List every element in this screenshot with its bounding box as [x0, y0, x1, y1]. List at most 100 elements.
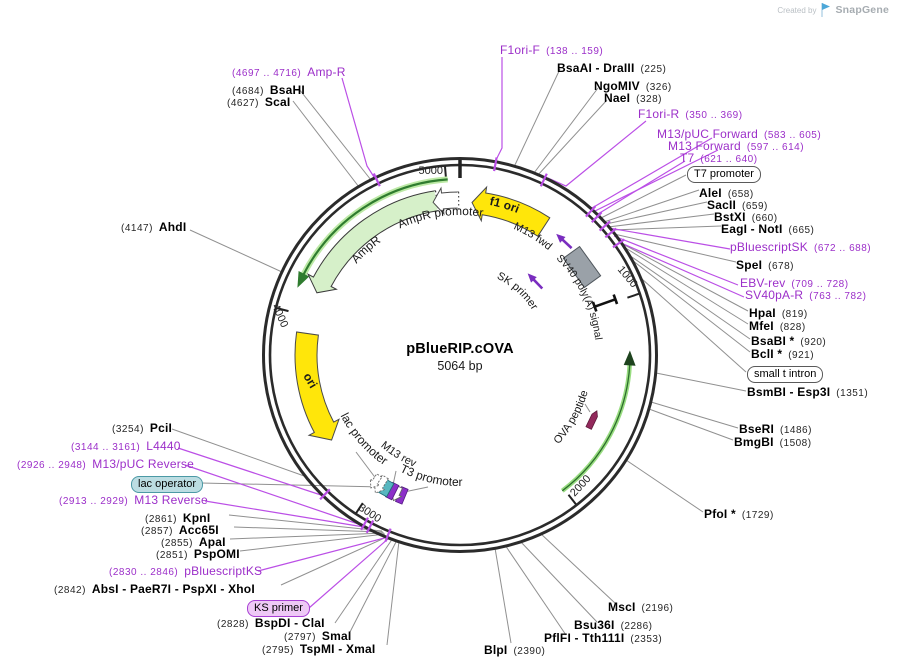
- plasmid-ring-outer: [262, 157, 658, 553]
- leader-msci: [539, 532, 617, 605]
- primer-site-ticks: [319, 157, 626, 543]
- plasmid-size: 5064 bp: [437, 359, 483, 373]
- lac-promoter-arrow-2[interactable]: [366, 472, 384, 491]
- site-l4440[interactable]: (3144 .. 3161) L4440: [71, 439, 181, 454]
- site-smai[interactable]: (2797) SmaI: [284, 629, 352, 644]
- site-absi-paer7i-pspxi-xhoi[interactable]: (2842) AbsI - PaeR7I - PspXI - XhoI: [54, 582, 255, 597]
- site-naei[interactable]: NaeI (328): [604, 91, 663, 106]
- snapgene-logo-flag: [822, 3, 831, 10]
- site-bsaai-draiii[interactable]: BsaAI - DraIII (225): [557, 61, 667, 76]
- site-hpai[interactable]: HpaI (819): [749, 306, 808, 321]
- leader-pbluescript-ks: [257, 536, 389, 572]
- site-bmgbi[interactable]: BmgBI (1508): [734, 435, 812, 450]
- site-bsabi[interactable]: BsaBI * (920): [751, 334, 827, 349]
- leader-bsu36i: [519, 540, 598, 623]
- site-eagi-noti[interactable]: EagI - NotI (665): [721, 222, 815, 237]
- ks-primer-boxed-label[interactable]: KS primer: [247, 600, 310, 617]
- scale-ticks: [276, 160, 640, 514]
- site-pflfi-tth111i[interactable]: PflFI - Tth111I (2353): [544, 631, 663, 646]
- site-mfei[interactable]: MfeI (828): [749, 319, 806, 334]
- f1-ori-feature-arrow[interactable]: [471, 185, 551, 237]
- site-bcli[interactable]: BclI * (921): [751, 347, 815, 362]
- created-by-text: Created by: [777, 5, 817, 15]
- site-pspomi[interactable]: (2851) PspOMI: [156, 547, 240, 562]
- site-acc65i[interactable]: (2857) Acc65I: [141, 523, 219, 538]
- primer-tick-f1ori-r: [539, 173, 548, 187]
- site-bseri[interactable]: BseRI (1486): [739, 422, 812, 437]
- site-bsmbi-esp3i[interactable]: BsmBI - Esp3I (1351): [747, 385, 869, 400]
- site-amp-r[interactable]: (4697 .. 4716) Amp-R: [232, 65, 346, 80]
- site-ngomiv[interactable]: NgoMIV (326): [594, 79, 672, 94]
- site-apai[interactable]: (2855) ApaI: [161, 535, 226, 550]
- ori-label[interactable]: ori: [300, 370, 320, 390]
- t7-promoter-boxed-label[interactable]: T7 promoter: [687, 166, 761, 183]
- ampr-gene-arc[interactable]: [302, 178, 448, 276]
- site-scai[interactable]: (4627) ScaI: [227, 95, 291, 110]
- site-pcii[interactable]: (3254) PciI: [112, 421, 173, 436]
- insert-gene-arc-core: [561, 363, 631, 492]
- ova-peptide-marker[interactable]: [585, 410, 600, 430]
- leader-naei: [536, 99, 608, 177]
- site-tspmi-xmai[interactable]: (2795) TspMI - XmaI: [262, 642, 376, 657]
- polya-site-icon[interactable]: [591, 294, 619, 312]
- sk-primer-arrow[interactable]: [525, 271, 545, 292]
- site-sv40pa-r[interactable]: SV40pA-R (763 .. 782): [745, 288, 867, 303]
- leader-smai: [349, 539, 398, 633]
- site-m13puc-forward[interactable]: M13/pUC Forward (583 .. 605): [657, 127, 822, 142]
- site-alei[interactable]: AleI (658): [699, 186, 754, 201]
- site-bspdi-clai[interactable]: (2828) BspDI - ClaI: [217, 616, 325, 631]
- leader-kpni: [228, 514, 383, 532]
- leader-pfoi: [625, 459, 704, 513]
- leader-bsabi: [628, 254, 751, 340]
- site-t7[interactable]: T7 (621 .. 640): [680, 151, 758, 166]
- site-m13-reverse[interactable]: (2913 .. 2929) M13 Reverse: [59, 493, 208, 508]
- small-t-intron-boxed-label[interactable]: small t intron: [747, 366, 824, 383]
- leader-absi: [280, 535, 390, 586]
- leader-m13-forward: [594, 149, 719, 212]
- plasmid-name: pBlueRIP.cOVA: [406, 341, 514, 357]
- snapgene-watermark: Created by SnapGene: [777, 3, 889, 17]
- lac-operator-boxed-label[interactable]: lac operator: [131, 476, 204, 493]
- site-bsu36i[interactable]: Bsu36I (2286): [574, 618, 653, 633]
- polya-site-cap-right: [612, 294, 619, 305]
- leader-t7-promoter: [600, 174, 687, 219]
- site-msci[interactable]: MscI (2196): [608, 600, 674, 615]
- leader-amp-r: [341, 77, 375, 178]
- ampr-promoter-arrow[interactable]: [432, 186, 460, 216]
- leader-f1ori-f: [495, 57, 503, 161]
- leader-pbluescript-sk: [608, 227, 731, 250]
- t3-promoter-label[interactable]: T3 promoter: [398, 461, 463, 489]
- ampr-feature-arrow[interactable]: [307, 190, 439, 294]
- site-kpni[interactable]: (2861) KpnI: [145, 511, 211, 526]
- site-sacii[interactable]: SacII (659): [707, 198, 768, 213]
- ova-peptide-label[interactable]: OVA peptide: [552, 389, 591, 447]
- site-blpi[interactable]: BlpI (2390): [484, 643, 546, 658]
- tick-3000: [355, 502, 364, 514]
- lac-promoter-label[interactable]: lac promoter: [338, 410, 391, 467]
- site-ahdi[interactable]: (4147) AhdI: [121, 220, 187, 235]
- site-pfoi[interactable]: PfoI * (1729): [704, 507, 774, 522]
- primer-tick-m13puc-reverse: [360, 517, 369, 531]
- site-ebv-rev[interactable]: EBV-rev (709 .. 728): [740, 276, 849, 291]
- site-f1ori-f[interactable]: F1ori-F (138 .. 159): [500, 43, 604, 58]
- leader-pspomi: [239, 533, 386, 552]
- site-f1ori-r[interactable]: F1ori-R (350 .. 369): [638, 107, 743, 122]
- site-m13-forward[interactable]: M13 Forward (597 .. 614): [668, 139, 805, 154]
- site-pbluescript-sk[interactable]: pBluescriptSK (672 .. 688): [730, 240, 872, 255]
- site-pbluescript-ks[interactable]: (2830 .. 2846) pBluescriptKS: [109, 564, 263, 579]
- site-bstxi[interactable]: BstXI (660): [714, 210, 778, 225]
- m13-fwd-primer-arrow[interactable]: [553, 231, 574, 251]
- site-m13puc-reverse[interactable]: (2926 .. 2948) M13/pUC Reverse: [17, 457, 194, 472]
- ori-feature-arrow[interactable]: [294, 331, 340, 441]
- leader-eagi: [610, 225, 722, 231]
- leader-ahdi: [189, 229, 283, 273]
- tick-4000: [276, 307, 289, 313]
- site-bsahi[interactable]: (4684) BsaHI: [232, 83, 305, 98]
- leader-pflfi: [504, 544, 567, 636]
- sv40-polya-signal-box[interactable]: [562, 245, 602, 289]
- site-spei[interactable]: SpeI (678): [736, 258, 795, 273]
- primer-tick-ks: [384, 528, 392, 543]
- primer-tick-m13-fwd: [585, 205, 597, 218]
- leader-m13puc-fwd: [591, 137, 713, 209]
